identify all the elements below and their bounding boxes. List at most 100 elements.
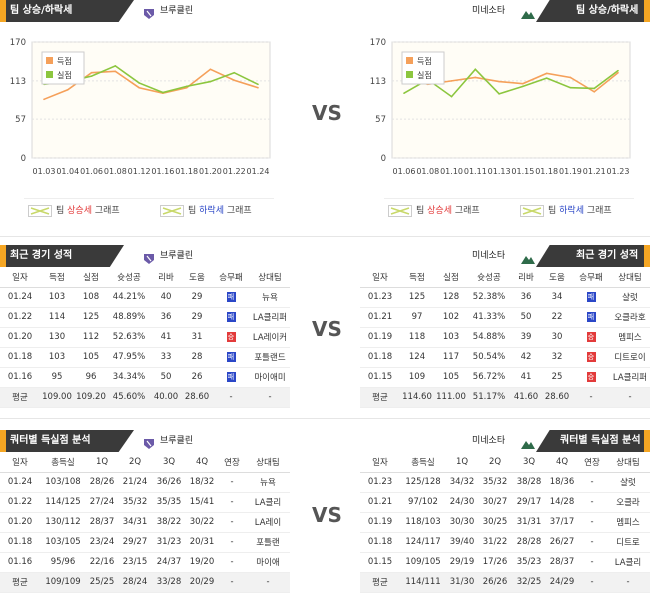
column-header: 3Q [152, 452, 186, 473]
table-cell: - [578, 532, 606, 553]
column-header: 실점 [74, 267, 108, 288]
table-cell: 01.24 [0, 472, 40, 493]
table-cell: 52.63% [108, 327, 150, 348]
table-cell: 01.19 [360, 327, 400, 348]
table-cell: - [606, 572, 650, 593]
table-row: 01.18 124 117 50.54% 42 32 승 디트로이 [360, 347, 650, 368]
table-cell: 18/36 [546, 472, 578, 493]
win-badge: 승 [586, 332, 596, 342]
data-point [498, 80, 500, 83]
table-cell: 01.22 [0, 492, 40, 513]
data-point [185, 85, 188, 88]
table-header-row: 일자 득점 실점 슛성공 리바 도움 승무패 상대팀 [360, 267, 650, 288]
table-cell: 39/40 [446, 532, 478, 553]
data-point [233, 71, 236, 74]
table-cell: 97 [400, 307, 434, 328]
column-header: 득점 [400, 267, 434, 288]
table-cell: 마이애미 [250, 367, 290, 388]
right-trend-accent [644, 0, 650, 22]
average-row: 평균 114/111 31/30 26/26 32/25 24/29- - [360, 572, 650, 593]
average-row: 평균 114.60 111.00 51.17% 41.60 28.60- - [360, 387, 650, 408]
table-cell: LA클리퍼 [610, 367, 650, 388]
x-tick-label: 01.23 [607, 167, 630, 176]
table-cell: 32/25 [512, 572, 546, 593]
table-cell: 124 [400, 347, 434, 368]
right-trend-panel: 미네소타 팀 상승/하락세 0 57 113 170 01.06 01.08 01.10 01… [360, 0, 650, 228]
y-tick-label: 57 [375, 115, 386, 125]
table-cell: 25/25 [86, 572, 118, 593]
table-cell: 뉴욕 [246, 472, 290, 493]
table-cell: 18/32 [186, 472, 218, 493]
table-cell: 오클라 [606, 492, 650, 513]
left-trend-title: 팀 상승/하락세 [10, 5, 73, 16]
table-cell: 38/22 [152, 512, 186, 533]
data-point [403, 92, 405, 94]
column-header: 연장 [578, 452, 606, 473]
table-cell: - [610, 387, 650, 408]
table-cell: 01.15 [360, 367, 400, 388]
table-row: 01.18 103 105 47.95% 33 28 패 포틀랜드 [0, 347, 290, 368]
table-cell: 103/105 [40, 532, 86, 553]
table-cell: 21/24 [118, 472, 152, 493]
column-header: 상대팀 [606, 452, 650, 473]
table-cell: - [212, 387, 250, 408]
table-row: 01.16 95/96 22/16 23/15 24/37 19/20- 마이애 [0, 552, 290, 573]
table-cell: 패 [212, 347, 250, 368]
data-point [617, 69, 619, 72]
table-cell: 103 [40, 287, 74, 308]
data-point [43, 98, 45, 101]
data-point [474, 76, 477, 79]
table-cell: 37/17 [546, 512, 578, 533]
table-cell: 97/102 [400, 492, 446, 513]
table-cell: 118 [400, 327, 434, 348]
table-cell: 118/103 [400, 512, 446, 533]
table-cell: 114 [40, 307, 74, 328]
legend-swatch [406, 71, 413, 78]
table-cell: 01.20 [0, 512, 40, 533]
table-row: 01.24 103 108 44.21% 40 29 패 뉴욕 [0, 287, 290, 308]
table-cell: 125/128 [400, 472, 446, 493]
table-cell: 35/32 [478, 472, 512, 493]
left-trend-team-name: 브루클린 [160, 6, 194, 16]
table-cell: 패 [212, 307, 250, 328]
table-cell: 평균 [0, 387, 40, 408]
data-point [498, 93, 500, 95]
table-cell: 01.19 [360, 512, 400, 533]
table-cell: 01.23 [360, 472, 400, 493]
table-cell: 디트로 [606, 532, 650, 553]
table-cell: 35/32 [118, 492, 152, 513]
x-tick-label: 01.06 [393, 167, 416, 176]
table-cell: 124/117 [400, 532, 446, 553]
table-cell: 117 [434, 347, 468, 368]
left-quarter-header: 쿼터별 득실점 분석 [6, 430, 134, 452]
table-row: 01.23 125/128 34/32 35/32 38/28 18/36- 샬럿 [360, 472, 650, 493]
table-cell: 114.60 [400, 387, 434, 408]
right-trend-header: 팀 상승/하락세 [536, 0, 650, 22]
down-graph-icon [160, 204, 184, 217]
table-cell: 디트로이 [610, 347, 650, 368]
table-cell: 54.88% [468, 327, 510, 348]
x-tick-label: 01.04 [56, 167, 79, 176]
column-header: 총득실 [400, 452, 446, 473]
table-cell: LA클리 [246, 492, 290, 513]
column-header: 상대팀 [610, 267, 650, 288]
table-cell: - [218, 572, 246, 593]
legend-swatch [46, 71, 53, 78]
data-point [209, 80, 212, 83]
x-tick-label: 01.15 [511, 167, 534, 176]
right-legend-up: 팀 상승세 그래프 [388, 203, 480, 217]
data-point [545, 77, 548, 79]
x-tick-label: 01.06 [80, 167, 103, 176]
legend-label: 실점 [57, 70, 72, 80]
x-tick-label: 01.11 [464, 167, 487, 176]
table-cell: 26/27 [546, 532, 578, 553]
table-cell: 25 [542, 367, 572, 388]
table-cell: - [218, 532, 246, 553]
x-tick-label: 01.08 [416, 167, 439, 176]
x-tick-label: 01.12 [128, 167, 151, 176]
table-cell: 52.38% [468, 287, 510, 308]
table-cell: 29/17 [512, 492, 546, 513]
average-row: 평균 109.00 109.20 45.60% 40.00 28.60- - [0, 387, 290, 408]
column-header: 실점 [434, 267, 468, 288]
